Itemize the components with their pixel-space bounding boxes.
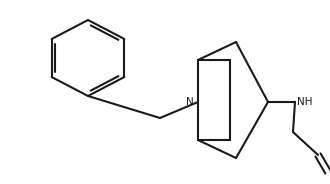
- Text: NH: NH: [297, 97, 313, 107]
- Text: N: N: [186, 97, 194, 107]
